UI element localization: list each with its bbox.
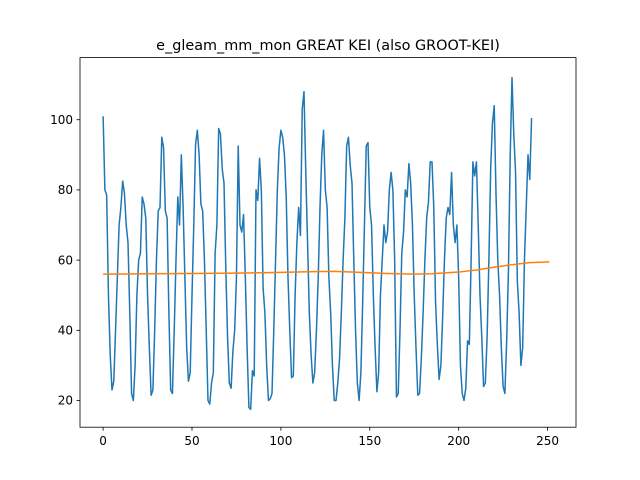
x-tick-label: 250 [536,434,559,448]
x-tick-label: 0 [99,434,107,448]
y-tick-label: 20 [58,394,73,408]
x-tick-label: 150 [358,434,381,448]
x-tick-label: 200 [447,434,470,448]
x-axis: 0 50 100 150 200 250 [99,427,559,448]
y-tick-label: 40 [58,324,73,338]
plot-frame [79,57,577,428]
y-tick-label: 60 [58,253,73,267]
series-line-1 [102,76,533,411]
x-tick-label: 100 [269,434,292,448]
plot-area [102,76,550,411]
y-axis: 20 40 60 80 100 [50,113,80,408]
x-tick-label: 50 [184,434,199,448]
y-tick-label: 100 [50,113,73,127]
series-line-2 [103,261,550,275]
chart-title: e_gleam_mm_mon GREAT KEI (also GROOT-KEI… [156,38,500,54]
y-tick-label: 80 [58,183,73,197]
